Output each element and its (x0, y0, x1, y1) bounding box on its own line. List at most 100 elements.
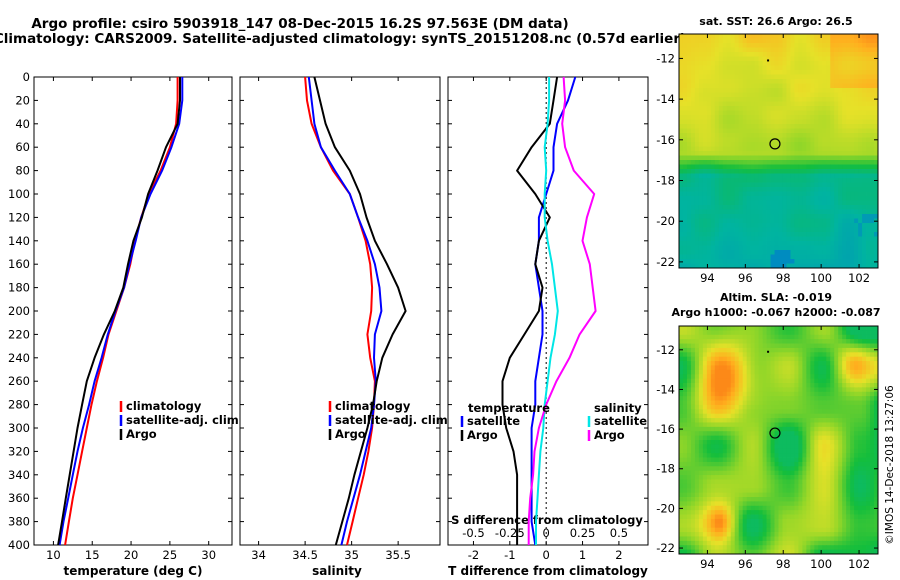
map-cell (734, 444, 740, 450)
map-cell (814, 374, 819, 380)
map-cell (694, 422, 700, 428)
map-cell (842, 92, 847, 98)
map-cell (826, 128, 831, 134)
map-cell (770, 88, 775, 93)
map-cell (754, 431, 759, 437)
map-cell (726, 232, 732, 237)
map-cell (830, 38, 835, 44)
map-cell (698, 101, 704, 107)
map-cell (786, 232, 791, 237)
map-cell (686, 334, 692, 340)
map-cell (734, 187, 740, 192)
map-cell (842, 151, 847, 156)
map-cell (786, 169, 791, 174)
map-cell (790, 142, 795, 147)
map-cell (794, 187, 799, 192)
map-cell (802, 74, 807, 80)
map-cell (698, 196, 704, 201)
map-cell (834, 65, 839, 71)
map-cell (722, 241, 728, 246)
map-cell (742, 191, 748, 197)
map-cell (742, 440, 748, 445)
map-cell (782, 343, 787, 349)
map-cell (794, 475, 799, 480)
map-cell (866, 505, 871, 511)
map-cell (826, 214, 831, 219)
map-cell (742, 223, 748, 228)
map-cell (754, 241, 759, 246)
map-cell (702, 38, 708, 44)
map-cell (754, 435, 759, 441)
map-cell (854, 110, 859, 116)
map-cell (786, 369, 791, 375)
map-cell (774, 418, 779, 423)
map-cell (838, 160, 843, 165)
map-cell (770, 431, 775, 437)
map-cell (694, 400, 700, 406)
map-cell (754, 115, 759, 120)
map-cell (814, 245, 819, 251)
map-cell (750, 173, 756, 179)
map-cell (762, 232, 767, 237)
map-cell (866, 426, 871, 432)
map-cell (806, 173, 811, 179)
map-cell (706, 347, 712, 353)
map-cell (738, 383, 744, 388)
map-cell (786, 263, 791, 269)
map-cell (694, 241, 700, 246)
map-cell (798, 396, 803, 401)
map-cell (846, 369, 851, 375)
map-cell (730, 241, 736, 246)
map-cell (818, 259, 823, 264)
map-cell (686, 178, 692, 183)
map-cell (786, 56, 791, 62)
map-cell (782, 214, 787, 219)
map-cell (694, 227, 700, 233)
map-cell (714, 404, 720, 410)
map-cell (806, 492, 811, 498)
map-cell (766, 146, 771, 152)
map-cell (702, 155, 708, 161)
map-cell (802, 79, 807, 84)
map-cell (690, 369, 696, 375)
map-cell (778, 34, 783, 39)
map-cell (702, 187, 708, 192)
map-cell (814, 448, 819, 454)
map-cell (694, 461, 700, 467)
map-cell (862, 365, 867, 371)
map-cell (766, 418, 771, 423)
map-cell (742, 254, 748, 260)
map-cell (750, 146, 756, 152)
map-cell (834, 232, 839, 237)
map-cell (850, 483, 855, 489)
map-cell (706, 326, 712, 331)
map-cell (698, 191, 704, 197)
map-cell (846, 74, 851, 80)
map-cell (874, 182, 879, 188)
map-cell (682, 124, 688, 129)
map-cell (758, 218, 763, 224)
map-cell (730, 374, 736, 380)
map-cell (770, 151, 775, 156)
map-cell (750, 475, 756, 480)
map-cell (698, 88, 704, 93)
map-cell (874, 356, 879, 362)
map-cell (806, 339, 811, 344)
map-cell (850, 475, 855, 480)
map-cell (866, 356, 871, 362)
map-cell (774, 142, 779, 147)
map-cell (770, 418, 775, 423)
map-cell (702, 505, 708, 511)
map-cell (850, 326, 855, 331)
map-cell (726, 88, 732, 93)
map-cell (794, 124, 799, 129)
map-cell (710, 241, 716, 246)
map-cell (810, 56, 815, 62)
map-cell (682, 178, 688, 183)
map-cell (750, 200, 756, 206)
map-cell (754, 404, 759, 410)
map-cell (738, 236, 744, 242)
map-cell (758, 409, 763, 415)
map-cell (770, 178, 775, 183)
map-cell (718, 479, 724, 485)
